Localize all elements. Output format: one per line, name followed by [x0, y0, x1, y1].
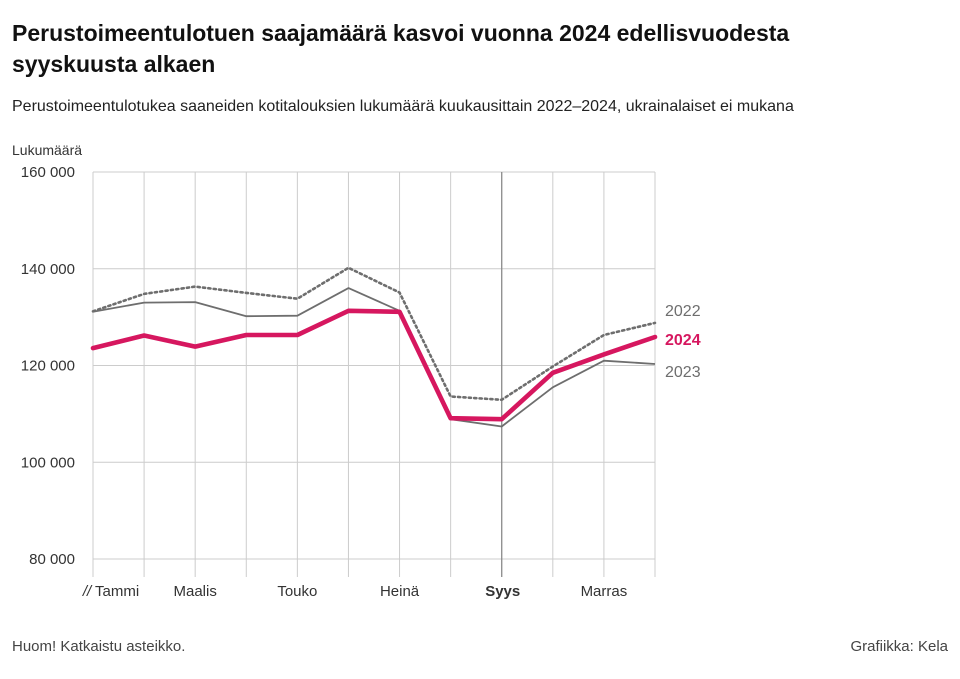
series-line-2023 — [92, 287, 656, 428]
series-line-2022 — [91, 266, 657, 402]
footnote: Huom! Katkaistu asteikko. — [12, 638, 186, 655]
line-chart: 80 000 100 000 120 000 140 000 160 000 Lukumä… — [12, 142, 701, 600]
y-tick-label: 140 000 — [21, 261, 75, 278]
x-tick-label: Touko — [277, 583, 317, 600]
x-tick-label: Tammi — [95, 583, 139, 600]
series-line-2024 — [90, 308, 658, 422]
x-tick-label: Marras — [581, 583, 628, 600]
x-tick-label: Heinä — [380, 583, 420, 600]
axis-break-symbol: // — [82, 583, 93, 600]
series-label-2024: 2024 — [665, 332, 701, 349]
x-tick-label: Maalis — [174, 583, 217, 600]
credit: Grafiikka: Kela — [850, 638, 948, 655]
axes: 80 000 100 000 120 000 140 000 160 000 Lukumä… — [12, 142, 627, 600]
series-label-2023: 2023 — [665, 364, 701, 381]
y-tick-label: 100 000 — [21, 454, 75, 471]
chart-subtitle: Perustoimeentulotukea saaneiden kotitalo… — [12, 98, 794, 115]
y-tick-label: 120 000 — [21, 358, 75, 375]
y-tick-label: 160 000 — [21, 164, 75, 181]
x-tick-label: Syys — [485, 583, 520, 600]
chart-title: Perustoimeentulotuen saajamäärä kasvoi v… — [12, 20, 790, 77]
y-axis-label: Lukumäärä — [12, 142, 82, 158]
series-label-2022: 2022 — [665, 303, 701, 320]
labels: 2023 2022 2024 — [665, 303, 701, 381]
series-lines — [90, 266, 658, 428]
gridlines — [92, 171, 656, 577]
y-tick-label: 80 000 — [29, 551, 75, 568]
